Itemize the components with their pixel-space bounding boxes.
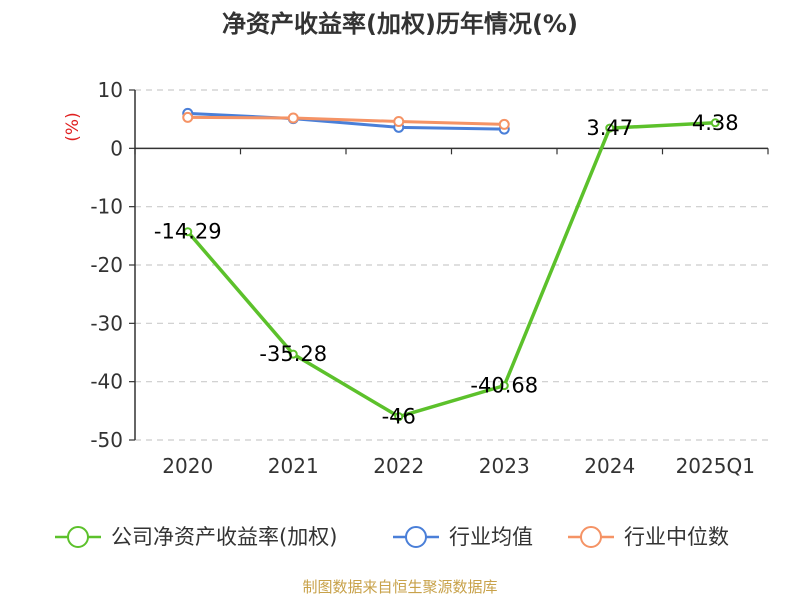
legend-item-2[interactable]: 行业中位数 <box>568 525 729 549</box>
y-tick-label: -20 <box>90 253 123 277</box>
series-2 <box>182 111 510 130</box>
grid-lines <box>135 89 768 441</box>
legend-label: 行业中位数 <box>624 525 729 549</box>
x-tick-label: 2025Q1 <box>676 454 755 478</box>
series-0 <box>183 118 720 422</box>
data-point[interactable] <box>182 111 194 123</box>
legend[interactable]: 公司净资产收益率(加权) 行业均值 行业中位数 <box>55 525 729 549</box>
y-tick-label: -40 <box>90 370 123 394</box>
y-tick-label: -10 <box>90 195 123 219</box>
data-label: 3.47 <box>586 116 633 140</box>
legend-item-0[interactable]: 公司净资产收益率(加权) <box>55 525 337 549</box>
legend-swatch-marker <box>405 526 427 548</box>
series-line <box>187 115 505 126</box>
x-tick-label: 2022 <box>373 454 424 478</box>
y-axis-label: (%) <box>63 112 83 141</box>
series-line <box>187 111 505 131</box>
legend-swatch-marker <box>580 526 602 548</box>
x-axis-ticks: 2020 2021 2022 2023 2024 2025Q1 <box>134 148 769 478</box>
data-point[interactable] <box>394 412 404 422</box>
data-point[interactable] <box>498 118 510 130</box>
data-point[interactable] <box>710 118 720 128</box>
data-point[interactable] <box>288 349 298 359</box>
data-labels: -14.29 -35.28 -46 -40.68 3.47 4.38 <box>154 111 739 429</box>
data-label: -35.28 <box>259 342 327 366</box>
data-label: -40.68 <box>470 374 538 398</box>
data-label: -14.29 <box>154 220 222 244</box>
legend-swatch-marker <box>67 526 89 548</box>
x-tick-label: 2020 <box>162 454 213 478</box>
data-point[interactable] <box>287 112 299 124</box>
x-tick-label: 2023 <box>479 454 530 478</box>
data-point[interactable] <box>183 227 193 237</box>
data-label: -46 <box>382 405 416 429</box>
source-note: 制图数据来自恒生聚源数据库 <box>302 578 497 596</box>
y-tick-label: 10 <box>98 78 123 102</box>
data-point[interactable] <box>605 123 615 133</box>
axes <box>134 90 768 440</box>
y-tick-label: -50 <box>90 428 123 452</box>
data-point[interactable] <box>393 116 405 127</box>
series-line <box>186 121 716 419</box>
data-label: 4.38 <box>692 111 739 135</box>
y-axis-ticks: 10 0 -10 -20 -30 -40 -50 <box>90 78 135 452</box>
legend-label: 公司净资产收益率(加权) <box>111 525 337 549</box>
y-tick-label: 0 <box>110 136 123 160</box>
legend-label: 行业均值 <box>449 525 533 549</box>
series-lines <box>182 107 720 422</box>
chart-title: 净资产收益率(加权)历年情况(%) <box>222 10 578 38</box>
y-tick-label: -30 <box>90 311 123 335</box>
data-point[interactable] <box>499 381 509 391</box>
x-tick-label: 2024 <box>584 454 635 478</box>
x-tick-label: 2021 <box>268 454 319 478</box>
legend-item-1[interactable]: 行业均值 <box>393 525 533 549</box>
